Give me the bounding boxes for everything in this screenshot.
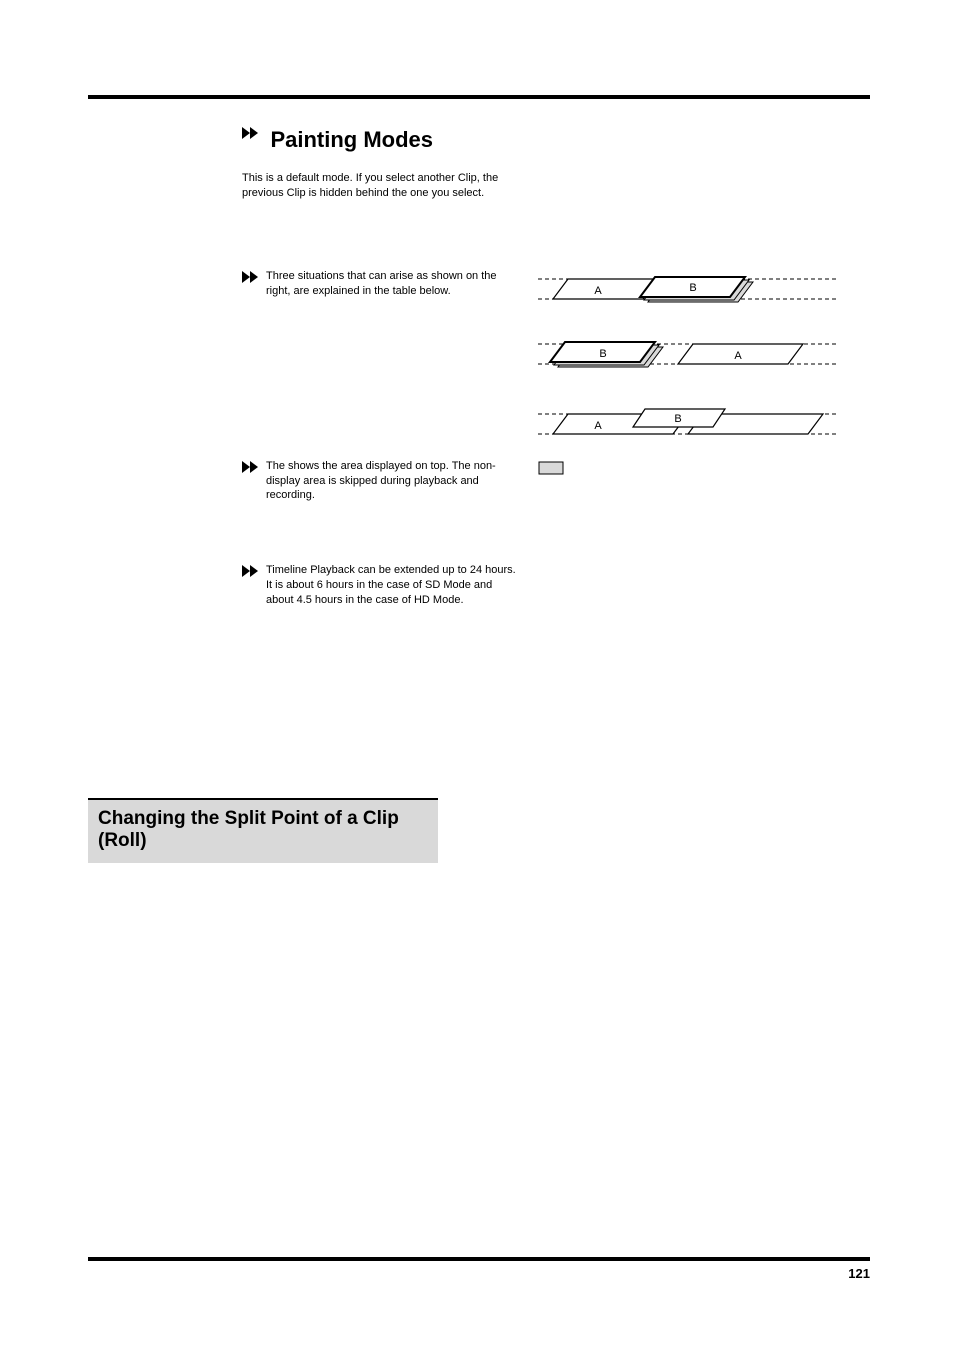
legend-box bbox=[538, 459, 870, 504]
marker-icon bbox=[242, 271, 260, 283]
note-3-text: The shows the area displayed on top. The… bbox=[266, 459, 518, 504]
bottom-rule bbox=[88, 1257, 870, 1261]
marker-icon bbox=[242, 127, 260, 139]
subsection-title: Changing the Split Point of a Clip (Roll… bbox=[98, 808, 428, 852]
svg-text:B: B bbox=[674, 413, 681, 425]
svg-text:B: B bbox=[599, 348, 606, 360]
overlap-figure: A B B A A bbox=[538, 269, 870, 449]
svg-text:B: B bbox=[689, 282, 696, 294]
subsection-heading: Changing the Split Point of a Clip (Roll… bbox=[88, 798, 438, 864]
marker-icon bbox=[242, 565, 260, 577]
note-4-text: Timeline Playback can be extended up to … bbox=[266, 563, 518, 608]
note-2-text: Three situations that can arise as shown… bbox=[266, 269, 518, 299]
svg-text:A: A bbox=[734, 350, 742, 362]
svg-text:A: A bbox=[594, 420, 602, 432]
note-1-text: This is a default mode. If you select an… bbox=[242, 171, 512, 201]
page-number: 121 bbox=[848, 1266, 870, 1281]
svg-text:A: A bbox=[594, 285, 602, 297]
marker-icon bbox=[242, 461, 260, 473]
section-title: Painting Modes bbox=[270, 127, 433, 152]
page-content: Painting Modes This is a default mode. I… bbox=[88, 95, 870, 1261]
top-rule bbox=[88, 95, 870, 99]
